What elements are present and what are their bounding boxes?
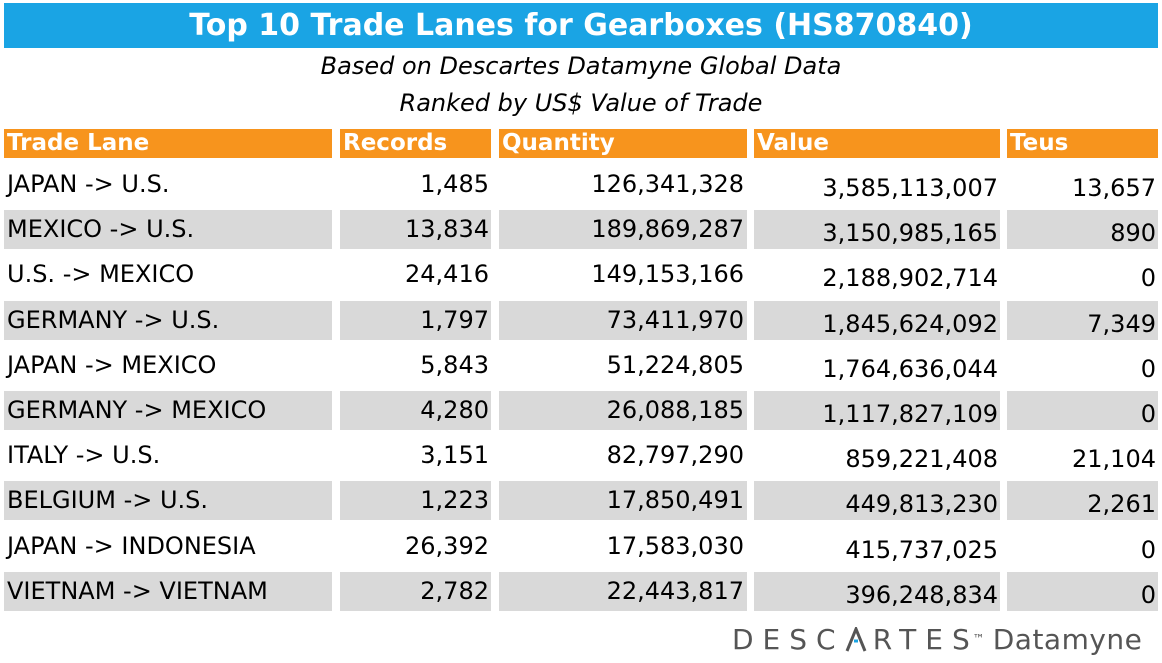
logo-word: DESCARTES: [732, 622, 979, 656]
descartes-datamyne-logo: DESCARTES™ Datamyne: [732, 622, 1142, 656]
table-row: JAPAN -> U.S. 1,485 126,341,328 3,585,113,0…: [0, 162, 1162, 207]
table-row: ITALY -> U.S. 3,151 82,797,290 859,221,408 2…: [0, 433, 1162, 478]
cell-trade-lane: BELGIUM -> U.S.: [4, 481, 332, 520]
cell-value: 1,845,624,092: [754, 301, 1000, 340]
cell-quantity: 17,583,030: [606, 532, 744, 560]
cell-teus: 21,104: [1072, 445, 1156, 473]
cell-value: 859,221,408: [845, 445, 998, 473]
cell-trade-lane: ITALY -> U.S.: [7, 441, 161, 469]
cell-value: 3,585,113,007: [822, 174, 998, 202]
cell-teus: 2,261: [1007, 481, 1158, 520]
header-quantity: Quantity: [499, 129, 747, 158]
table-row: GERMANY -> U.S. 1,797 73,411,970 1,845,624,…: [0, 298, 1162, 343]
logo-trademark: ™: [972, 632, 985, 646]
cell-teus: 0: [1007, 391, 1158, 430]
cell-trade-lane: JAPAN -> U.S.: [7, 170, 170, 198]
header-teus: Teus: [1007, 129, 1158, 158]
cell-trade-lane: VIETNAM -> VIETNAM: [4, 572, 332, 611]
cell-value: 1,764,636,044: [822, 355, 998, 383]
cell-quantity: 51,224,805: [606, 351, 744, 379]
logo-datamyne: Datamyne: [992, 622, 1143, 656]
cell-teus: 0: [1140, 264, 1156, 292]
cell-records: 26,392: [405, 532, 489, 560]
table-row: BELGIUM -> U.S. 1,223 17,850,491 449,813,23…: [0, 478, 1162, 523]
logo-chevron-icon: [845, 626, 866, 652]
cell-records: 1,223: [340, 481, 491, 520]
table-row: GERMANY -> MEXICO 4,280 26,088,185 1,117,82…: [0, 388, 1162, 433]
cell-trade-lane: U.S. -> MEXICO: [7, 260, 195, 288]
table-row: JAPAN -> INDONESIA 26,392 17,583,030 415,73…: [0, 524, 1162, 569]
cell-quantity: 126,341,328: [591, 170, 744, 198]
table-row: JAPAN -> MEXICO 5,843 51,224,805 1,764,636,…: [0, 343, 1162, 388]
cell-teus: 0: [1007, 572, 1158, 611]
header-trade-lane: Trade Lane: [4, 129, 332, 158]
cell-value: 396,248,834: [754, 572, 1000, 611]
table-title: Top 10 Trade Lanes for Gearboxes (HS8708…: [4, 3, 1158, 48]
table-row: VIETNAM -> VIETNAM 2,782 22,443,817 396,248…: [0, 569, 1162, 614]
cell-quantity: 22,443,817: [499, 572, 747, 611]
cell-quantity: 73,411,970: [499, 301, 747, 340]
cell-records: 24,416: [405, 260, 489, 288]
table-row: MEXICO -> U.S. 13,834 189,869,287 3,150,985…: [0, 207, 1162, 252]
cell-teus: 7,349: [1007, 301, 1158, 340]
cell-value: 3,150,985,165: [754, 210, 1000, 249]
cell-records: 1,485: [420, 170, 489, 198]
header-records: Records: [340, 129, 491, 158]
cell-teus: 0: [1140, 536, 1156, 564]
cell-trade-lane: MEXICO -> U.S.: [4, 210, 332, 249]
cell-teus: 0: [1140, 355, 1156, 383]
cell-value: 449,813,230: [754, 481, 1000, 520]
cell-trade-lane: GERMANY -> MEXICO: [4, 391, 332, 430]
cell-quantity: 82,797,290: [606, 441, 744, 469]
cell-trade-lane: GERMANY -> U.S.: [4, 301, 332, 340]
cell-trade-lane: JAPAN -> MEXICO: [7, 351, 217, 379]
cell-quantity: 149,153,166: [591, 260, 744, 288]
cell-records: 4,280: [340, 391, 491, 430]
logo-a-mark: A: [845, 623, 873, 656]
cell-value: 415,737,025: [845, 536, 998, 564]
cell-value: 1,117,827,109: [754, 391, 1000, 430]
cell-quantity: 17,850,491: [499, 481, 747, 520]
cell-quantity: 189,869,287: [499, 210, 747, 249]
cell-quantity: 26,088,185: [499, 391, 747, 430]
cell-records: 1,797: [340, 301, 491, 340]
table-row: U.S. -> MEXICO 24,416 149,153,166 2,188,902…: [0, 252, 1162, 297]
cell-teus: 13,657: [1072, 174, 1156, 202]
cell-records: 5,843: [420, 351, 489, 379]
cell-value: 2,188,902,714: [822, 264, 998, 292]
header-value: Value: [754, 129, 1000, 158]
cell-records: 13,834: [340, 210, 491, 249]
subtitle-ranking: Ranked by US$ Value of Trade: [399, 89, 763, 117]
cell-trade-lane: JAPAN -> INDONESIA: [7, 532, 256, 560]
subtitle-source: Based on Descartes Datamyne Global Data: [320, 52, 842, 80]
cell-records: 3,151: [420, 441, 489, 469]
cell-teus: 890: [1007, 210, 1158, 249]
cell-records: 2,782: [340, 572, 491, 611]
